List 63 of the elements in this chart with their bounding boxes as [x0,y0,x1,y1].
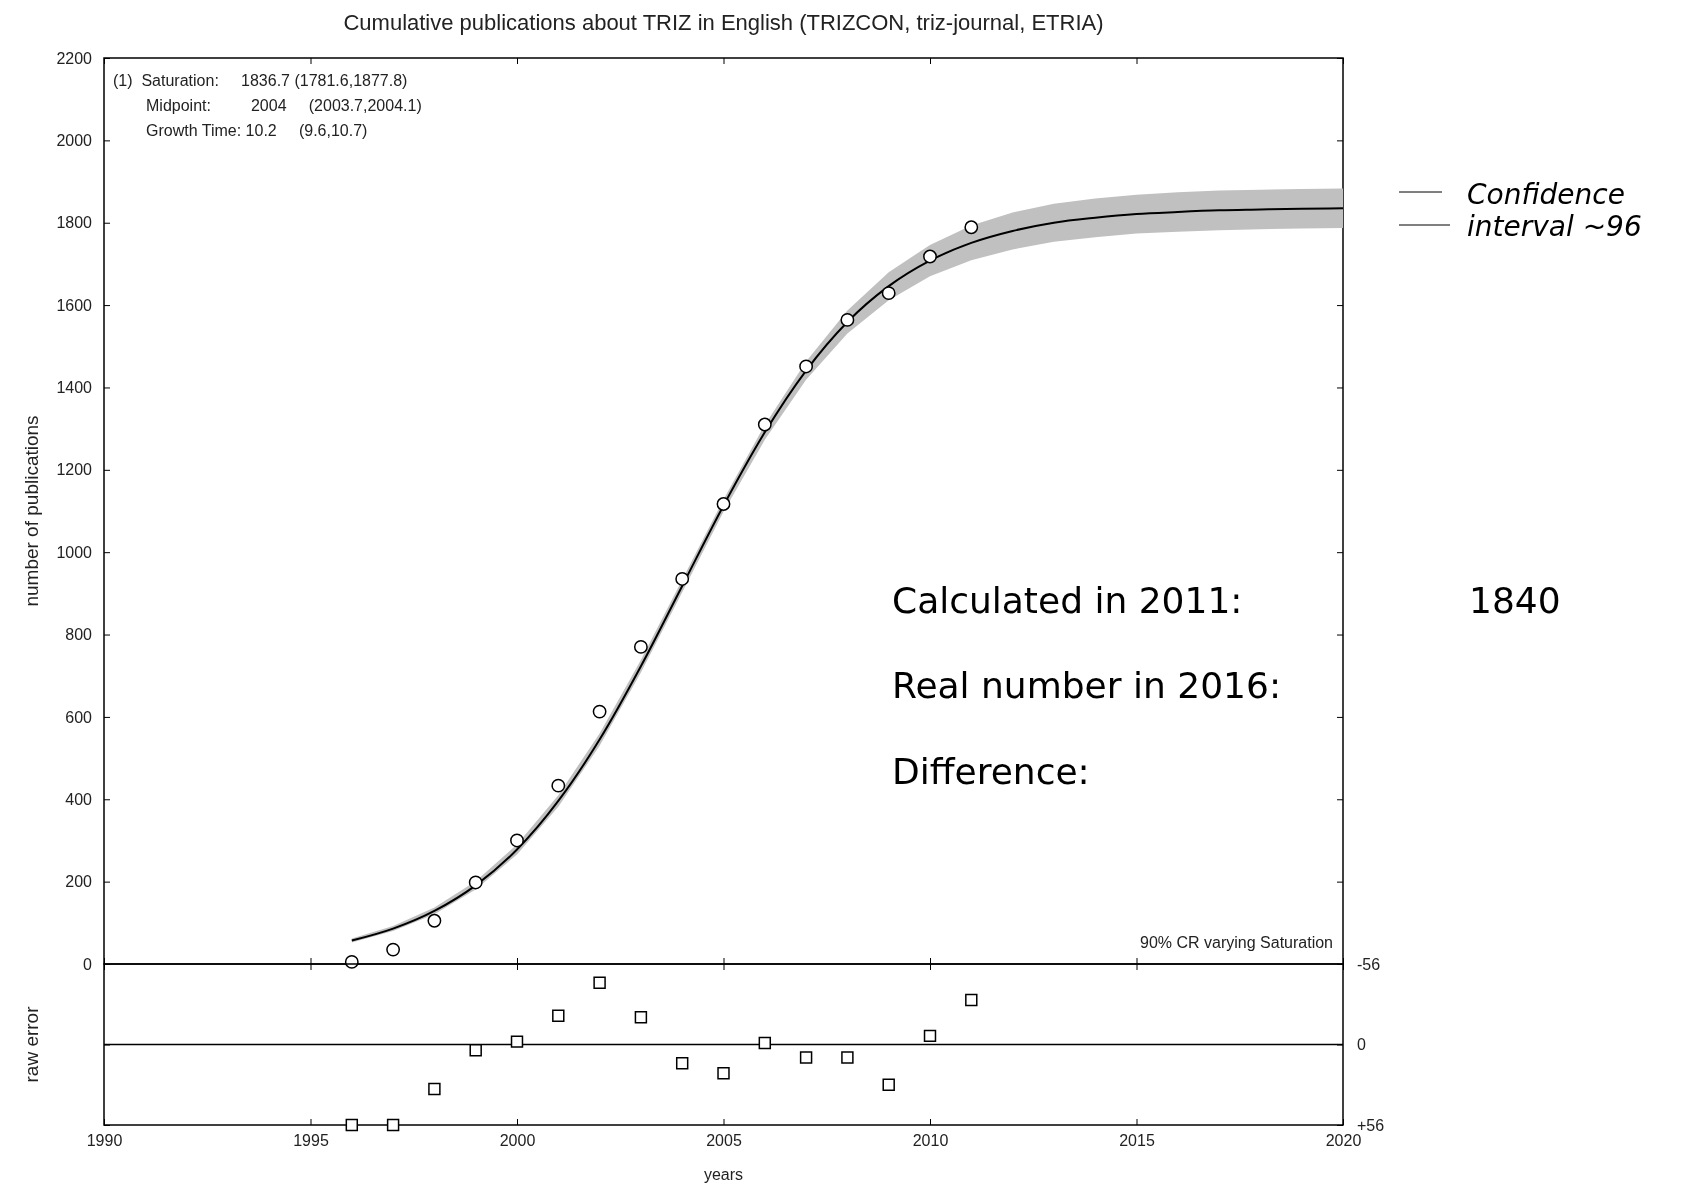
point [923,249,937,264]
point [965,993,978,1007]
y-axis-title: number of publications [21,415,42,607]
point [881,286,896,301]
annotation: Real number in 2016: [892,665,1282,706]
annotation: Calculated in 2011: [892,580,1243,621]
x-tick-label: 2010 [912,1132,949,1150]
y-tick-label: 1800 [56,214,93,232]
point [634,1010,648,1024]
point [840,313,855,327]
x-tick-label: 2020 [1325,1132,1362,1150]
x-tick-label: 2005 [706,1132,742,1150]
point [758,1036,772,1050]
point [717,1067,730,1080]
y-tick-label: 1600 [56,296,93,314]
point [552,1009,565,1022]
x-tick-label: 1990 [86,1132,123,1150]
y-tick-label: 2000 [56,131,93,149]
point [675,1056,689,1070]
point [882,1078,895,1091]
point [592,704,607,719]
text: 1840 [1469,580,1561,621]
y-tick-label: 1400 [56,379,93,397]
point [757,417,772,432]
annotation: 90% CR varying Saturation [1140,934,1333,951]
y-tick-label: 0 [1357,1036,1366,1054]
y-axis-title: raw error [21,1005,42,1083]
x-tick-label: 1995 [293,1132,329,1150]
point [345,1118,359,1132]
y-tick-label: 1200 [56,461,93,479]
point [716,497,731,511]
text: Confidence interval ~96 [1467,178,1642,243]
point [593,976,606,989]
point [551,778,566,793]
annotation: Growth Time: 10.2 (9.6,10.7) [146,122,368,139]
chart-title: Cumulative publications about TRIZ in English (TRIZCON, triz-journal, ETRIA) [343,10,1104,35]
y-tick-label: 400 [65,790,93,808]
point [799,1051,813,1064]
y-tick-label: +56 [1357,1116,1385,1134]
y-tick-label: 200 [65,873,93,891]
y-tick-label: 0 [83,955,93,973]
y-tick-label: 2200 [56,49,93,67]
annotation: Midpoint: 2004 (2003.7,2004.1) [146,97,422,114]
x-tick-label: 2000 [499,1132,536,1150]
annotation: Difference: [892,751,1090,792]
x-tick-label: 2015 [1119,1132,1155,1150]
y-tick-label: -56 [1357,955,1381,973]
y-tick-label: 1000 [56,543,93,561]
point [923,1029,937,1043]
point [799,359,814,374]
point [675,572,690,586]
x-axis-title: years [703,1166,744,1183]
point [841,1051,854,1064]
y-tick-label: 600 [65,708,93,726]
point [428,1082,441,1096]
y-tick-label: 800 [65,626,93,644]
point [427,913,442,928]
annotation: (1) Saturation: 1836.7 (1781.6,1877.8) [113,72,408,89]
point [964,220,979,235]
point [386,1118,400,1132]
point [510,1035,524,1048]
point [468,875,483,890]
point [510,833,524,848]
